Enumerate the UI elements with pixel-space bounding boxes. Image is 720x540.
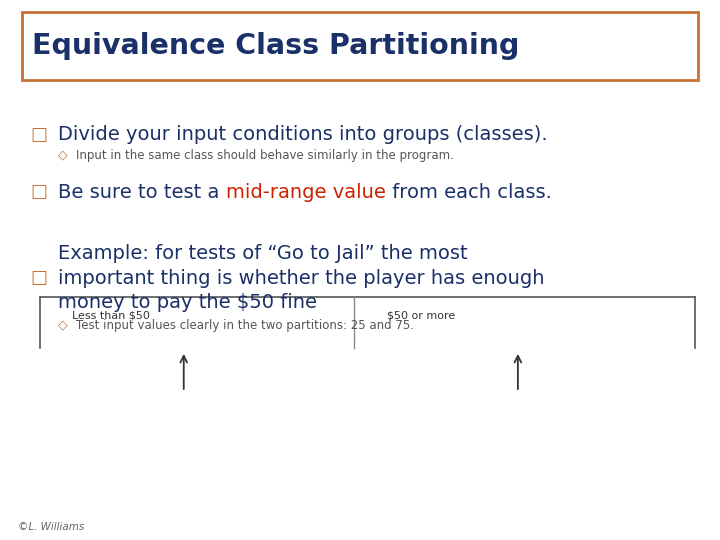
FancyBboxPatch shape [22,12,698,80]
Text: ©L. Williams: ©L. Williams [18,522,84,532]
Text: □: □ [30,183,47,201]
Text: Less than $50: Less than $50 [73,310,150,321]
Text: Be sure to test a: Be sure to test a [58,183,225,201]
Text: Input in the same class should behave similarly in the program.: Input in the same class should behave si… [76,148,454,161]
Text: from each class.: from each class. [385,183,552,201]
Text: $50 or more: $50 or more [387,310,455,321]
Text: Equivalence Class Partitioning: Equivalence Class Partitioning [32,32,519,60]
Text: □: □ [30,126,47,144]
Text: ◇: ◇ [58,148,68,161]
Text: Divide your input conditions into groups (classes).: Divide your input conditions into groups… [58,125,548,145]
Text: mid-range value: mid-range value [225,183,385,201]
Text: Example: for tests of “Go to Jail” the most
important thing is whether the playe: Example: for tests of “Go to Jail” the m… [58,244,544,312]
Text: Test input values clearly in the two partitions: 25 and 75.: Test input values clearly in the two par… [76,319,414,332]
Text: ◇: ◇ [58,319,68,332]
Text: □: □ [30,269,47,287]
